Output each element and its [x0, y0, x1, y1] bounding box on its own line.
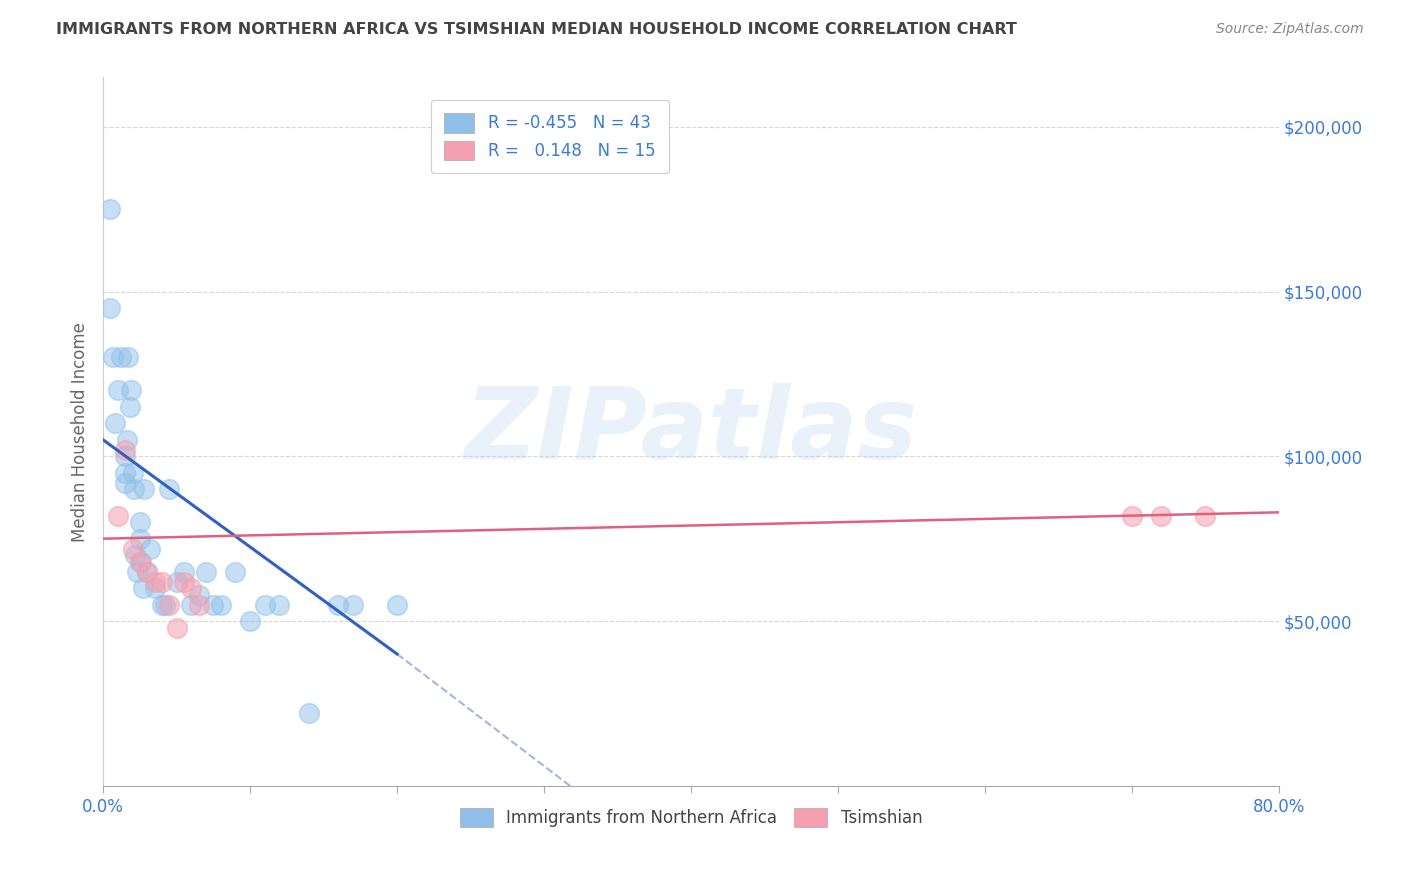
Point: [328, 598, 350, 612]
Point: [239, 614, 262, 628]
Point: [118, 400, 141, 414]
Point: [125, 565, 148, 579]
Point: [150, 598, 173, 612]
Point: [342, 598, 364, 612]
Point: [209, 598, 232, 612]
Point: [124, 548, 146, 562]
Point: [128, 532, 150, 546]
Point: [114, 442, 136, 457]
Point: [180, 598, 202, 612]
Point: [385, 598, 408, 612]
Point: [117, 351, 139, 365]
Point: [134, 483, 156, 497]
Point: [187, 598, 209, 612]
Point: [131, 555, 153, 569]
Point: [1194, 508, 1216, 523]
Text: ZIPatlas: ZIPatlas: [464, 383, 918, 480]
Point: [107, 384, 129, 398]
Point: [1121, 508, 1143, 523]
Point: [104, 417, 127, 431]
Point: [195, 565, 218, 579]
Point: [166, 574, 188, 589]
Point: [180, 581, 202, 595]
Point: [166, 621, 188, 635]
Point: [139, 541, 162, 556]
Text: IMMIGRANTS FROM NORTHERN AFRICA VS TSIMSHIAN MEDIAN HOUSEHOLD INCOME CORRELATION: IMMIGRANTS FROM NORTHERN AFRICA VS TSIMS…: [56, 22, 1017, 37]
Point: [173, 574, 195, 589]
Point: [128, 515, 150, 529]
Point: [136, 565, 159, 579]
Point: [150, 574, 173, 589]
Point: [157, 598, 180, 612]
Point: [143, 574, 166, 589]
Point: [103, 351, 125, 365]
Point: [157, 483, 180, 497]
Point: [1150, 508, 1173, 523]
Point: [122, 483, 145, 497]
Point: [114, 466, 136, 480]
Point: [121, 541, 143, 556]
Text: Source: ZipAtlas.com: Source: ZipAtlas.com: [1216, 22, 1364, 37]
Point: [202, 598, 225, 612]
Point: [173, 565, 195, 579]
Point: [153, 598, 176, 612]
Point: [100, 301, 122, 315]
Point: [110, 351, 132, 365]
Point: [143, 581, 166, 595]
Point: [136, 565, 159, 579]
Point: [298, 706, 321, 721]
Point: [115, 433, 138, 447]
Point: [253, 598, 276, 612]
Point: [128, 555, 150, 569]
Point: [187, 588, 209, 602]
Point: [114, 475, 136, 490]
Point: [121, 466, 143, 480]
Point: [224, 565, 246, 579]
Point: [100, 202, 122, 217]
Point: [132, 581, 155, 595]
Point: [114, 450, 136, 464]
Point: [120, 384, 142, 398]
Point: [107, 508, 129, 523]
Point: [269, 598, 291, 612]
Legend: Immigrants from Northern Africa, Tsimshian: Immigrants from Northern Africa, Tsimshi…: [453, 802, 929, 834]
Y-axis label: Median Household Income: Median Household Income: [72, 322, 89, 541]
